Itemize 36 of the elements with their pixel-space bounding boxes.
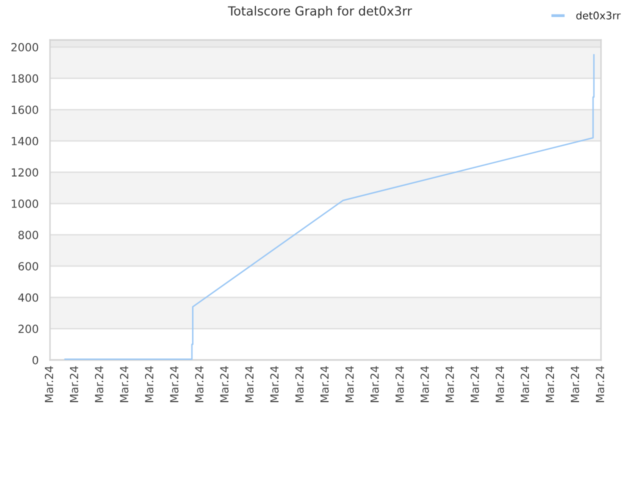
y-tick-label: 1800 (12, 74, 38, 83)
x-tick-label: Mar.24 (420, 366, 429, 402)
x-tick-label: Mar.24 (470, 366, 479, 402)
x-tick-label: Mar.24 (120, 366, 128, 402)
x-tick-label: Mar.24 (245, 366, 254, 402)
x-tick-label: Mar.24 (270, 366, 279, 402)
y-tick-label: 1200 (12, 168, 38, 177)
x-tick-label: Mar.24 (546, 366, 554, 402)
x-tick-label: Mar.24 (395, 366, 404, 402)
x-tick-label: Mar.24 (596, 366, 604, 402)
y-tick-label: 1000 (12, 199, 38, 208)
y-tick-label: 1600 (12, 106, 38, 114)
y-tick-label: 200 (18, 324, 38, 334)
y-tick-label: 0 (32, 356, 38, 364)
x-tick-label: Mar.24 (520, 366, 530, 402)
x-tick-label: Mar.24 (70, 366, 78, 402)
x-tick-label: Mar.24 (570, 366, 580, 402)
legend-label: det0x3rr (576, 11, 621, 20)
x-tick-label: Mar.24 (295, 366, 304, 402)
x-tick-label: Mar.24 (496, 366, 504, 402)
x-tick-label: Mar.24 (170, 366, 178, 402)
y-tick-label: 2000 (11, 43, 38, 52)
x-tick-label: Mar.24 (44, 366, 54, 402)
y-tick-label: 400 (18, 293, 38, 302)
chart-title: Totalscore Graph for det0x3rr (228, 6, 412, 18)
x-tick-label: Mar.24 (345, 366, 354, 402)
x-tick-label: Mar.24 (195, 366, 204, 402)
x-tick-label: Mar.24 (446, 366, 454, 402)
y-tick-label: 800 (18, 230, 38, 240)
x-tick-label: Mar.24 (94, 366, 104, 402)
x-tick-label: Mar.24 (220, 366, 229, 402)
y-tick-label: 1400 (12, 136, 38, 146)
x-tick-label: Mar.24 (320, 366, 329, 402)
x-tick-label: Mar.24 (145, 366, 154, 402)
x-tick-label: Mar.24 (370, 366, 379, 402)
y-tick-label: 600 (18, 262, 38, 270)
